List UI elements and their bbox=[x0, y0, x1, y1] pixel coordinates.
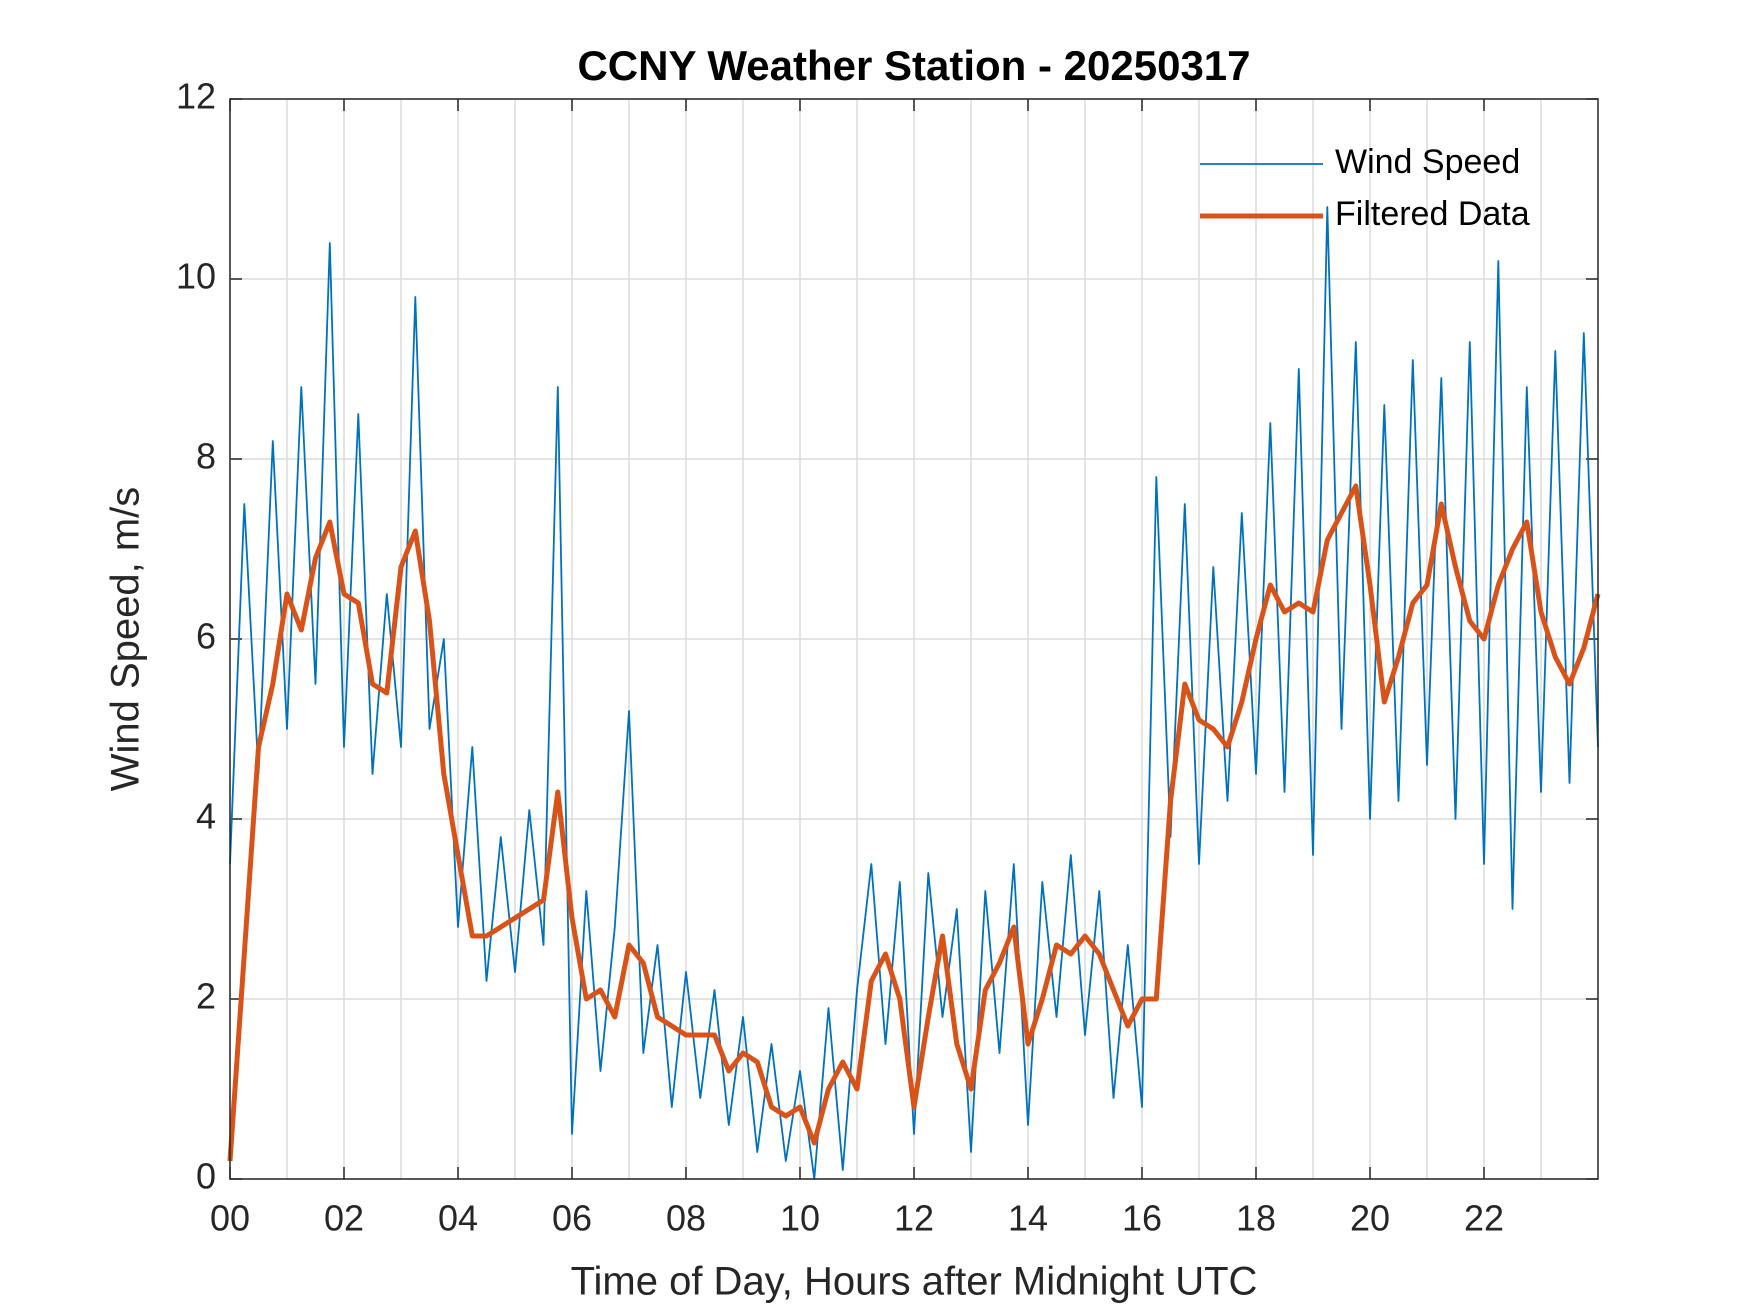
x-tick-label: 20 bbox=[1350, 1198, 1390, 1239]
chart-title: CCNY Weather Station - 20250317 bbox=[577, 42, 1250, 89]
x-tick-label: 18 bbox=[1236, 1198, 1276, 1239]
legend-label: Wind Speed bbox=[1335, 143, 1520, 181]
y-tick-label: 10 bbox=[176, 256, 216, 297]
y-axis-label: Wind Speed, m/s bbox=[104, 487, 148, 792]
y-tick-label: 4 bbox=[196, 796, 216, 837]
y-tick-label: 6 bbox=[196, 616, 216, 657]
x-tick-label: 10 bbox=[780, 1198, 820, 1239]
y-tick-label: 0 bbox=[196, 1156, 216, 1197]
y-tick-label: 2 bbox=[196, 976, 216, 1017]
x-tick-label: 08 bbox=[666, 1198, 706, 1239]
x-tick-label: 06 bbox=[552, 1198, 592, 1239]
x-tick-label: 16 bbox=[1122, 1198, 1162, 1239]
x-tick-label: 22 bbox=[1464, 1198, 1504, 1239]
plot-frame bbox=[229, 98, 1599, 1180]
x-axis-label: Time of Day, Hours after Midnight UTC bbox=[571, 1260, 1258, 1304]
series-line bbox=[229, 206, 1599, 1180]
x-tick-label: 14 bbox=[1008, 1198, 1048, 1239]
x-tick-label: 00 bbox=[210, 1198, 250, 1239]
x-tick-label: 04 bbox=[438, 1198, 478, 1239]
x-tick-label: 02 bbox=[324, 1198, 364, 1239]
series-line bbox=[227, 483, 1601, 1162]
x-tick-label: 12 bbox=[894, 1198, 934, 1239]
y-tick-label: 8 bbox=[196, 436, 216, 477]
y-tick-label: 12 bbox=[176, 76, 216, 117]
legend-label: Filtered Data bbox=[1335, 195, 1530, 233]
